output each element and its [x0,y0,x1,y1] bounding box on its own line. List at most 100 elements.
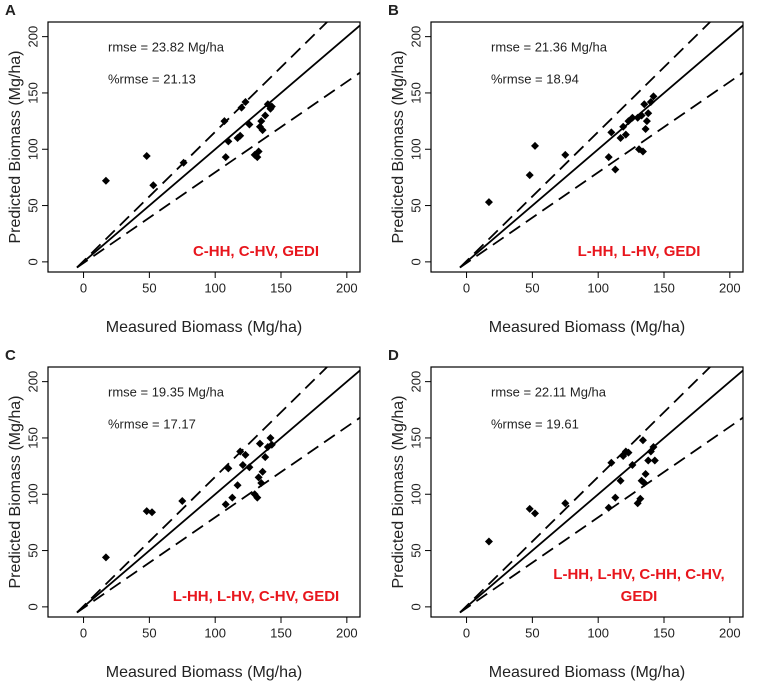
x-tick-label: 50 [525,625,539,640]
annotation: %rmse = 21.13 [108,71,196,86]
point [261,111,270,120]
y-tick-label: 200 [25,371,40,393]
point [148,508,156,517]
point [616,133,625,142]
x-tick-label: 50 [142,280,156,295]
point [245,120,254,129]
point [267,102,276,111]
y-tick-label: 100 [408,138,423,160]
panel-label: A [5,2,16,19]
panel: 0 50 100 150 200 0 50 100 150 200 Measured Biomass… [5,347,361,681]
point [641,469,650,478]
point [638,147,647,156]
model-label: L-HH, L-HV, C-HV, GEDI [173,588,339,605]
y-tick-label: 100 [25,138,40,160]
y-tick-label: 150 [408,82,423,104]
annotation: rmse = 19.35 Mg/ha [108,384,225,399]
y-tick-label: 100 [25,483,40,505]
x-tick-label: 0 [80,625,87,640]
point [525,171,534,180]
y-tick-label: 200 [25,26,40,48]
point [221,500,230,509]
point [236,447,245,456]
point [261,453,270,462]
point [628,113,637,122]
x-tick-label: 50 [525,280,539,295]
point [257,478,266,487]
point [257,117,266,126]
x-tick-label: 150 [653,280,675,295]
x-tick-label: 100 [204,280,226,295]
point [644,456,653,465]
reference-line [76,22,328,269]
point [267,440,276,449]
y-axis-label: Predicted Biomass (Mg/ha) [7,51,24,244]
point [228,493,237,502]
x-tick-label: 200 [336,625,358,640]
point [221,153,230,162]
x-tick-label: 100 [587,625,609,640]
point [637,111,646,120]
plot-frame [47,21,361,273]
point [531,509,539,518]
annotation: rmse = 22.11 Mg/ha [491,384,607,399]
point [266,433,275,442]
y-axis-label: Predicted Biomass (Mg/ha) [390,51,407,244]
y-tick-label: 100 [408,483,423,505]
plot-frame [430,366,744,618]
panel: 0 50 100 150 200 0 50 100 150 200 Measured Biomass… [388,2,744,336]
panel-label: C [5,347,16,364]
point [241,97,250,106]
point [220,117,229,126]
point [644,109,653,118]
y-tick-label: 50 [25,198,40,212]
plot-frame [47,366,361,618]
point [178,497,187,506]
annotation: %rmse = 18.94 [491,71,579,86]
x-tick-label: 50 [142,625,156,640]
point [101,553,110,562]
point [624,117,633,126]
point [640,478,649,487]
reference-line [76,367,328,614]
y-tick-label: 200 [408,371,423,393]
reference-line [459,416,743,614]
y-axis-label: Predicted Biomass (Mg/ha) [7,396,24,589]
point [650,456,659,465]
point [604,503,613,512]
x-tick-label: 0 [463,280,470,295]
point [561,150,570,159]
y-tick-label: 150 [408,427,423,449]
y-tick-label: 0 [408,603,423,610]
point [561,499,570,508]
x-axis-label: Measured Biomass (Mg/ha) [489,664,686,681]
x-tick-label: 200 [336,280,358,295]
point [637,476,646,485]
point [531,141,539,150]
plot-frame [430,21,744,273]
point [604,153,613,162]
reference-lines [459,367,743,614]
model-label: C-HH, C-HV, GEDI [193,243,319,260]
y-tick-label: 150 [25,427,40,449]
point [149,181,158,190]
point [253,493,262,502]
x-tick-label: 0 [80,280,87,295]
point [238,460,247,469]
x-tick-label: 150 [270,280,292,295]
point [142,152,151,161]
y-tick-label: 50 [408,198,423,212]
point [642,117,651,126]
reference-lines [76,22,360,269]
point [649,442,658,451]
point [616,476,625,485]
reference-line [459,369,743,614]
y-tick-label: 200 [408,26,423,48]
annotation: rmse = 21.36 Mg/ha [491,39,608,54]
x-tick-label: 200 [719,280,741,295]
reference-line [459,367,711,614]
reference-line [76,71,360,269]
point [525,504,534,513]
point [607,128,616,137]
